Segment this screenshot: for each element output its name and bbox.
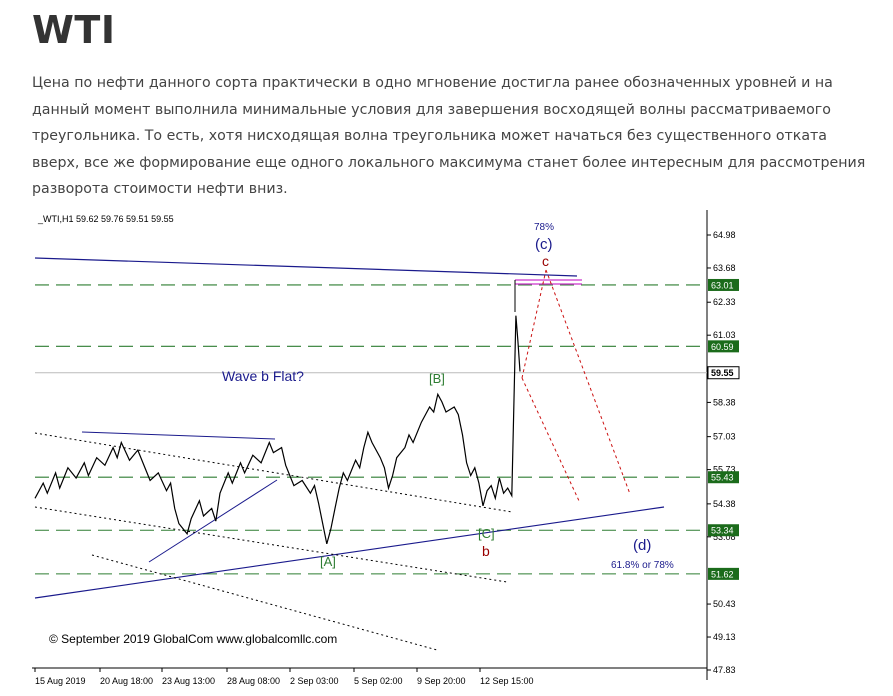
label-pct-78: 78% [534,222,554,233]
copyright-text: © September 2019 GlobalCom www.globalcom… [49,632,337,646]
y-tick-label-9: 50.43 [713,599,736,609]
label-fib-range: 61.8% or 78% [611,560,674,571]
label-wave-A: [A] [320,554,336,569]
flat-top-line [81,431,276,440]
current-price-box [707,366,740,380]
level-box-4 [708,567,739,580]
y-tick-label-4: 58.38 [713,397,736,407]
level-label-0: 63.01 [711,280,734,290]
x-tick-label-4: 2 Sep 03:00 [290,676,339,686]
price-series-line [34,315,521,545]
y-tick-label-3: 61.03 [713,330,736,340]
x-tick-label-1: 20 Aug 18:00 [100,676,153,686]
label-wave-B: [B] [429,371,445,386]
x-tick-label-5: 5 Sep 02:00 [354,676,403,686]
x-tick-label-7: 12 Sep 15:00 [480,676,534,686]
chart-background [32,210,872,690]
projection-down-alt [521,377,581,504]
y-tick-label-11: 47.83 [713,665,736,675]
level-box-0 [708,278,739,291]
y-tick-label-5: 57.03 [713,432,736,442]
article-paragraph: Цена по нефти данного сорта практически … [32,75,866,197]
x-tick-label-6: 9 Sep 20:00 [417,676,466,686]
triangle-lower-line [34,506,665,599]
flat-support-line [148,479,278,563]
label-wave-c-paren: (c) [535,236,553,253]
y-tick-label-10: 49.13 [713,632,736,642]
level-box-3 [708,524,739,537]
projection-up [521,269,547,379]
y-tick-label-2: 62.33 [713,297,736,307]
label-wave-c: c [542,253,549,269]
level-label-2: 55.43 [711,473,734,483]
y-tick-label-8: 53.08 [713,532,736,542]
current-price-label: 59.55 [711,368,734,378]
label-wave-b: b [482,543,490,559]
projection-down-c-d [545,269,631,495]
y-tick-label-6: 55.73 [713,465,736,475]
y-tick-label-7: 54.38 [713,499,736,509]
y-tick-label-1: 63.68 [713,263,736,273]
page-title: WTI [32,8,116,52]
level-box-2 [708,471,739,484]
level-label-4: 51.62 [711,569,734,579]
level-label-3: 53.34 [711,526,734,536]
x-tick-label-3: 28 Aug 08:00 [227,676,280,686]
y-tick-label-0: 64.98 [713,230,736,240]
channel-upper-dotted [34,432,513,513]
label-wave-d-paren: (d) [633,537,651,554]
x-tick-label-2: 23 Aug 13:00 [162,676,215,686]
level-box-1 [708,340,739,353]
chart-header: _WTI,H1 59.62 59.76 59.51 59.55 [37,214,174,224]
label-wave-C: [C] [478,526,495,541]
triangle-upper-line [34,257,578,277]
level-label-1: 60.59 [711,342,734,352]
wti-chart: 64.98 63.68 62.33 61.03 58.38 57.03 55.73 54.38… [32,210,872,690]
label-wave-b-flat: Wave b Flat? [222,368,304,384]
x-tick-label-0: 15 Aug 2019 [35,676,86,686]
